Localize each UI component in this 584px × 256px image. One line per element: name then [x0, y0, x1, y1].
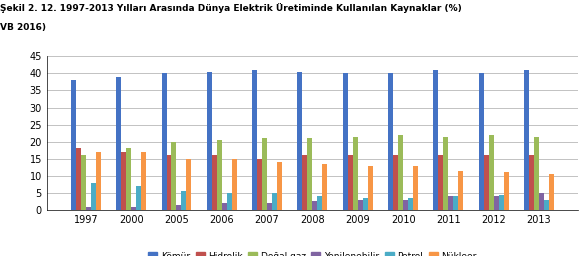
- Bar: [307, 138, 312, 210]
- Bar: [489, 135, 493, 210]
- Bar: [549, 174, 554, 210]
- Bar: [348, 155, 353, 210]
- Bar: [403, 200, 408, 210]
- Bar: [267, 203, 272, 210]
- Bar: [262, 138, 267, 210]
- Text: Şekil 2. 12. 1997-2013 Yılları Arasında Dünya Elektrik Üretiminde Kullanılan Kay: Şekil 2. 12. 1997-2013 Yılları Arasında …: [0, 3, 462, 13]
- Bar: [534, 136, 539, 210]
- Bar: [136, 186, 141, 210]
- Bar: [398, 135, 403, 210]
- Bar: [303, 155, 307, 210]
- Bar: [443, 136, 449, 210]
- Bar: [388, 73, 393, 210]
- Bar: [358, 200, 363, 210]
- Bar: [96, 152, 101, 210]
- Bar: [318, 196, 322, 210]
- Bar: [252, 70, 257, 210]
- Bar: [166, 155, 172, 210]
- Bar: [207, 72, 212, 210]
- Bar: [433, 70, 439, 210]
- Bar: [186, 159, 192, 210]
- Bar: [503, 172, 509, 210]
- Bar: [121, 152, 126, 210]
- Bar: [353, 136, 358, 210]
- Bar: [212, 155, 217, 210]
- Bar: [484, 155, 489, 210]
- Bar: [217, 140, 222, 210]
- Bar: [176, 205, 182, 210]
- Bar: [479, 73, 484, 210]
- Bar: [413, 166, 418, 210]
- Bar: [322, 164, 328, 210]
- Bar: [71, 80, 76, 210]
- Bar: [529, 155, 534, 210]
- Bar: [257, 159, 262, 210]
- Bar: [86, 207, 91, 210]
- Bar: [116, 77, 121, 210]
- Bar: [493, 196, 499, 210]
- Bar: [458, 171, 463, 210]
- Bar: [449, 196, 453, 210]
- Bar: [172, 142, 176, 210]
- Legend: Kömür, Hidrolik, Doğal gaz, Yenilenebilir, Petrol, Nükleer: Kömür, Hidrolik, Doğal gaz, Yenilenebili…: [145, 248, 480, 256]
- Bar: [232, 159, 237, 210]
- Bar: [126, 148, 131, 210]
- Bar: [222, 203, 227, 210]
- Bar: [277, 162, 282, 210]
- Bar: [297, 72, 303, 210]
- Bar: [363, 198, 368, 210]
- Text: VB 2016): VB 2016): [0, 23, 46, 32]
- Bar: [76, 148, 81, 210]
- Bar: [499, 195, 503, 210]
- Bar: [312, 201, 318, 210]
- Bar: [162, 73, 166, 210]
- Bar: [91, 183, 96, 210]
- Bar: [439, 155, 443, 210]
- Bar: [81, 155, 86, 210]
- Bar: [227, 193, 232, 210]
- Bar: [524, 70, 529, 210]
- Bar: [544, 200, 549, 210]
- Bar: [539, 193, 544, 210]
- Bar: [393, 155, 398, 210]
- Bar: [368, 166, 373, 210]
- Bar: [272, 193, 277, 210]
- Bar: [131, 207, 136, 210]
- Bar: [343, 73, 348, 210]
- Bar: [141, 152, 146, 210]
- Bar: [453, 196, 458, 210]
- Bar: [182, 191, 186, 210]
- Bar: [408, 198, 413, 210]
